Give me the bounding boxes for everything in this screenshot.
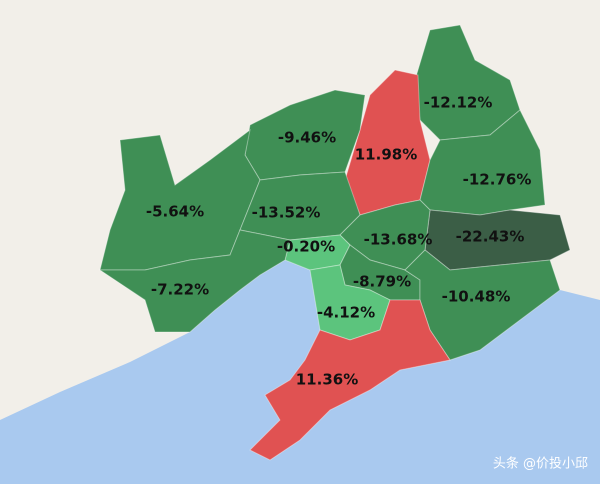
region-label: -13.52% (252, 204, 321, 222)
region-label: -13.68% (364, 231, 433, 249)
region-label: 11.36% (296, 371, 358, 389)
regions: -12.12% 11.98% -9.46% -5.64% -12.76% -13.52% -… (98, 24, 571, 461)
region-label: -10.48% (442, 288, 511, 306)
region (249, 299, 451, 461)
sea (0, 260, 600, 484)
region-label: -4.12% (317, 304, 375, 322)
watermark: 头条 @价投小邱 (493, 456, 588, 472)
region-label: -12.76% (463, 171, 532, 189)
region-label: -5.64% (146, 203, 204, 221)
region-label: -8.79% (353, 273, 411, 291)
region (404, 249, 561, 361)
region (98, 229, 291, 333)
region-label: -0.20% (277, 238, 335, 256)
region-label: -22.43% (456, 228, 525, 246)
region-label: 11.98% (355, 146, 417, 164)
region-label: -12.12% (424, 94, 493, 112)
region-label: -7.22% (151, 281, 209, 299)
region-label: -9.46% (278, 129, 336, 147)
